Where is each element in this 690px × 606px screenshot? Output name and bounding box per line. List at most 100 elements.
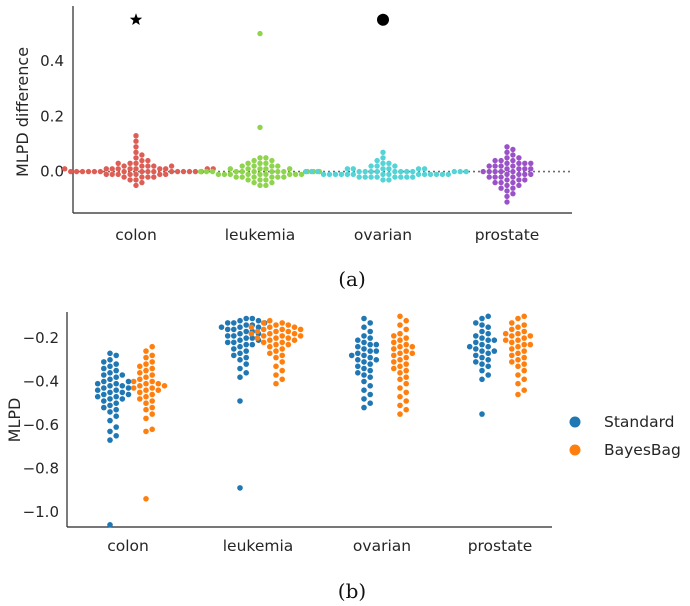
panel-a-point-prostate — [510, 191, 516, 197]
panel-a-point-ovarian — [344, 166, 351, 172]
panel-b-point-bayesbag-colon — [149, 365, 155, 372]
panel-b-point-bayesbag-colon — [143, 348, 149, 354]
panel-b-point-standard-leukemia — [231, 326, 237, 333]
panel-b-point-bayesbag-leukemia — [297, 333, 304, 339]
panel-a-point-leukemia — [263, 171, 269, 178]
panel-b-point-bayesbag-leukemia — [279, 320, 286, 326]
panel-a-point-ovarian — [332, 171, 339, 178]
panel-a-point-leukemia — [269, 174, 275, 180]
panel-a-point-ovarian — [320, 171, 327, 178]
panel-b-point-bayesbag-ovarian — [397, 411, 403, 417]
panel-b-point-standard-colon — [113, 380, 119, 387]
panel-a-point-colon — [133, 166, 139, 172]
panel-b-point-standard-ovarian — [361, 339, 367, 346]
panel-a-point-colon — [139, 157, 145, 164]
panel-b-point-standard-colon — [113, 433, 119, 439]
panel-a-point-leukemia — [227, 171, 233, 178]
panel-a-point-leukemia — [298, 171, 305, 178]
panel-b-point-standard-colon — [107, 522, 113, 528]
panel-b-point-bayesbag-prostate — [515, 315, 521, 322]
panel-a-point-leukemia — [257, 177, 263, 183]
panel-b-point-standard-colon — [119, 389, 126, 396]
panel-b-point-standard-prostate — [491, 337, 498, 344]
panel-b-point-bayesbag-colon — [143, 354, 149, 361]
panel-b-point-bayesbag-colon — [143, 367, 149, 374]
panel-b-point-standard-ovarian — [367, 348, 374, 354]
panel-b-point-standard-ovarian — [367, 328, 374, 335]
panel-b-point-standard-prostate — [485, 330, 492, 337]
panel-a-point-colon — [139, 179, 145, 186]
panel-a-point-prostate — [504, 166, 510, 172]
panel-b-point-bayesbag-leukemia — [273, 354, 279, 361]
panel-b-point-bayesbag-prostate — [527, 333, 534, 339]
panel-a-point-colon — [133, 160, 139, 166]
panel-b-point-bayesbag-colon — [143, 406, 149, 413]
panel-b-point-bayesbag-leukemia — [273, 328, 279, 335]
panel-a-point-ovarian — [386, 177, 392, 183]
panel-a-point-prostate — [522, 160, 528, 166]
panel-a-point-colon — [103, 171, 110, 178]
panel-b-point-bayesbag-ovarian — [397, 385, 403, 391]
panel-b-point-bayesbag-leukemia — [248, 324, 255, 331]
panel-b-point-bayesbag-colon — [161, 383, 168, 389]
panel-a-point-colon — [157, 171, 163, 178]
panel-a-point-leukemia — [292, 171, 299, 178]
panel-b-point-standard-colon — [113, 424, 119, 430]
panel-a-point-ovarian — [421, 171, 428, 178]
panel-a-point-colon — [163, 171, 169, 178]
panel-b-point-standard-prostate — [485, 324, 492, 331]
panel-b-point-standard-prostate — [479, 341, 485, 348]
panel-b-y-tick-label: −0.4 — [23, 372, 59, 390]
panel-a-point-ovarian — [309, 168, 315, 175]
panel-a-point-colon — [133, 171, 139, 178]
panel-a-point-ovarian — [350, 171, 356, 178]
panel-a-point-leukemia — [287, 166, 293, 172]
panel-b-point-bayesbag-leukemia — [279, 326, 286, 333]
panel-b-point-standard-colon — [94, 380, 101, 387]
panel-b-point-bayesbag-ovarian — [397, 370, 403, 376]
panel-b-point-standard-colon — [107, 350, 113, 357]
panel-a-point-ovarian — [356, 174, 362, 180]
panel-b-point-standard-colon — [94, 387, 101, 394]
panel-a-point-leukemia — [257, 182, 263, 189]
panel-b-point-standard-ovarian — [367, 361, 374, 367]
panel-b-point-standard-colon — [113, 374, 119, 381]
panel-b-point-bayesbag-colon — [149, 391, 155, 398]
panel-a-point-leukemia — [221, 171, 228, 178]
panel-a-point-colon — [139, 152, 145, 158]
panel-b-point-bayesbag-colon — [155, 387, 162, 394]
panel-b-point-bayesbag-prostate — [509, 339, 515, 346]
panel-a-point-colon — [91, 168, 98, 175]
panel-b-point-bayesbag-colon — [149, 404, 155, 411]
panel-a-point-colon — [97, 168, 104, 175]
panel-b-point-standard-prostate — [479, 328, 485, 335]
panel-a-point-leukemia — [263, 177, 269, 183]
panel-b-point-bayesbag-leukemia — [273, 380, 279, 387]
panel-a-point-leukemia — [245, 171, 251, 178]
panel-b-point-standard-colon — [119, 396, 126, 402]
panel-b-point-bayesbag-colon — [143, 380, 149, 387]
legend-label-standard: Standard — [604, 413, 675, 431]
panel-b-point-bayesbag-leukemia — [273, 335, 279, 341]
panel-b-point-standard-colon — [94, 393, 101, 400]
panel-b-point-bayesbag-leukemia — [260, 339, 267, 346]
panel-a-point-ovarian — [451, 168, 457, 175]
panel-a-point-leukemia — [257, 171, 263, 178]
panel-b-y-tick-label: −0.6 — [23, 416, 59, 434]
panel-b-point-standard-ovarian — [373, 348, 380, 354]
panel-a-point-colon — [61, 166, 68, 172]
panel-b-point-bayesbag-ovarian — [403, 354, 410, 361]
panel-b-point-standard-colon — [107, 396, 113, 402]
panel-a-point-colon — [127, 160, 133, 166]
panel-a-point-prostate — [492, 179, 498, 186]
panel-b-point-bayesbag-ovarian — [391, 359, 397, 365]
panel-b-point-bayesbag-ovarian — [397, 343, 403, 350]
panel-b-point-standard-colon — [101, 378, 107, 385]
panel-b-point-standard-prostate — [479, 367, 485, 374]
panel-a-point-ovarian — [410, 168, 416, 175]
panel-b-point-standard-colon — [113, 387, 119, 394]
panel-a-point-prostate — [522, 177, 528, 183]
panel-b-point-standard-leukemia — [231, 320, 237, 326]
panel-a-point-colon — [133, 155, 139, 161]
panel-b-point-bayesbag-colon — [149, 378, 155, 385]
